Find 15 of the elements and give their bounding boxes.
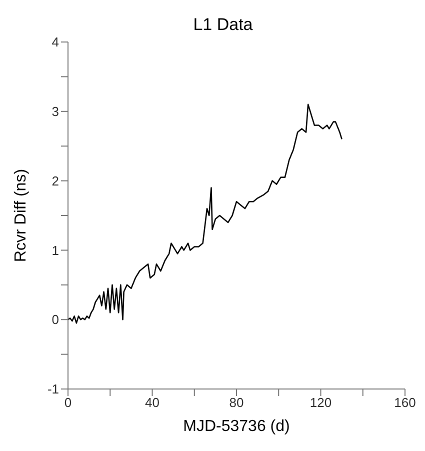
x-axis-title: MJD-53736 (d) [183, 418, 290, 435]
y-tick-label: 1 [52, 242, 59, 258]
y-tick-label: 3 [52, 104, 59, 120]
y-tick-label: 4 [52, 34, 59, 50]
x-tick-label: 0 [64, 395, 72, 410]
x-tick-label: 80 [229, 395, 244, 410]
x-tick-label: 120 [310, 395, 332, 410]
y-tick-label: 2 [52, 173, 59, 188]
x-tick-label: 40 [145, 395, 160, 410]
y-tick-label: 0 [52, 312, 59, 328]
line-series [68, 104, 342, 324]
y-tick-label: -1 [47, 382, 59, 397]
chart-title: L1 Data [193, 15, 254, 34]
x-tick-label: 160 [394, 395, 416, 410]
y-axis-title: Rcvr Diff (ns) [12, 168, 30, 262]
